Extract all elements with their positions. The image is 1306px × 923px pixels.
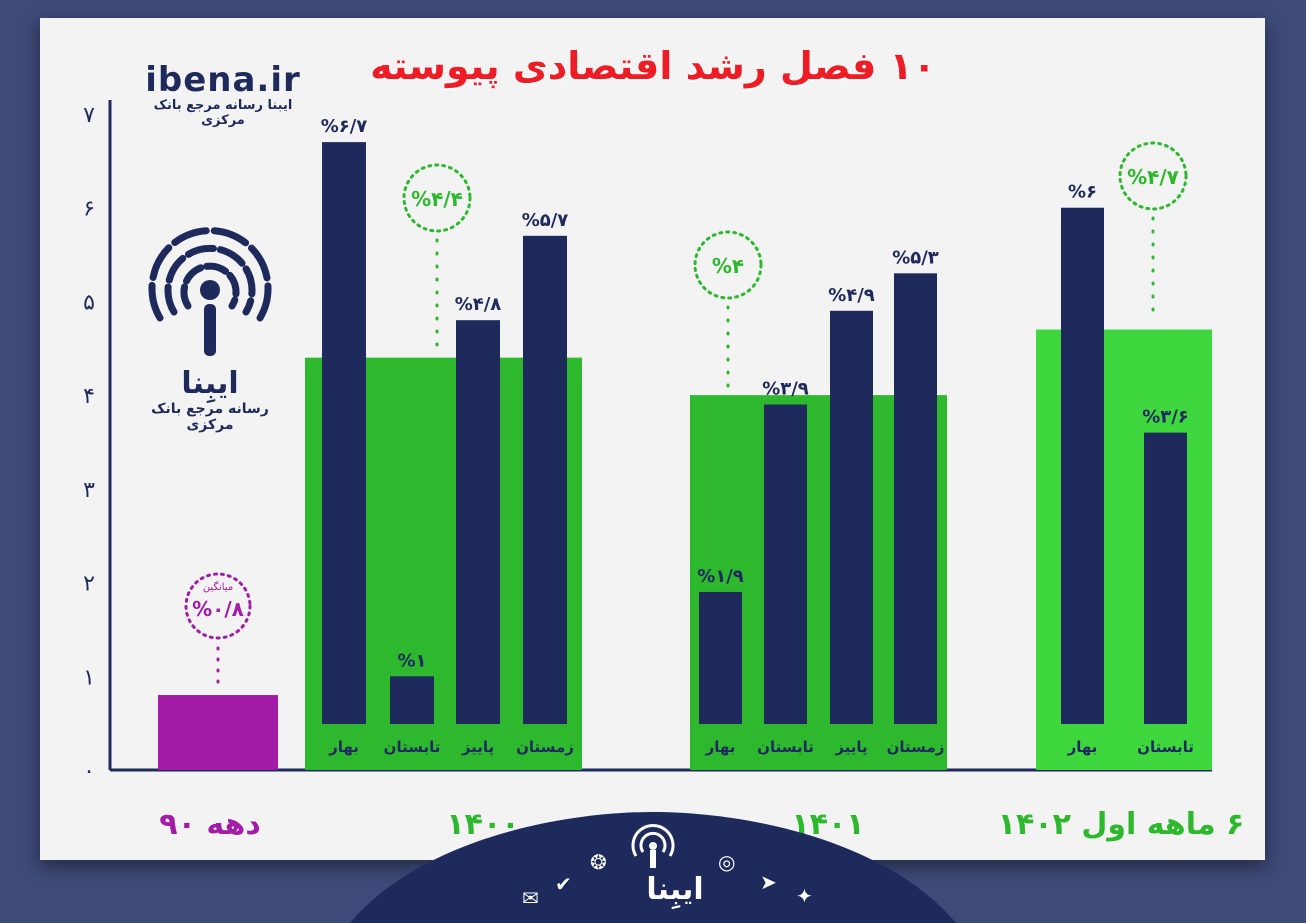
average-circle (184, 572, 252, 640)
group-label: ۶ ماهه اول ۱۴۰۲ (998, 807, 1245, 842)
bar-season-label: تابستان (1137, 738, 1194, 756)
brand-site: ibena.ir (145, 60, 301, 100)
bar (1061, 207, 1104, 724)
bar (764, 404, 807, 724)
average-label: %۴/۷ (1127, 165, 1179, 189)
y-tick-label: ۱ (83, 665, 95, 690)
average-label: %۴ (712, 254, 744, 278)
bar (830, 310, 873, 724)
broadcast-logo-icon (148, 227, 272, 356)
average-circle (693, 230, 763, 300)
y-tick-label: ۷ (83, 103, 95, 128)
group-label: دهه ۹۰ (159, 807, 260, 842)
instagram-icon[interactable]: ◎ (718, 850, 736, 874)
verified-icon[interactable]: ✔ (555, 872, 572, 896)
bar-value-label: %۴/۸ (455, 294, 502, 315)
average-label: %۴/۴ (411, 187, 463, 211)
average-circle (402, 163, 472, 233)
bar-season-label: بهار (1067, 738, 1098, 756)
logo-name: ایبِنا (181, 366, 239, 401)
email-icon[interactable]: ✉ (522, 886, 539, 910)
footer-brand-name: ایبِنا (646, 872, 704, 907)
average-caption: میانگین (203, 581, 233, 593)
bar (322, 142, 366, 725)
ibena-logo-icon (631, 824, 675, 868)
average-bar-0 (158, 695, 278, 770)
bar-value-label: %۳/۹ (762, 379, 809, 400)
bar-value-label: %۱ (397, 650, 426, 671)
chart-title: ۱۰ فصل رشد اقتصادی پیوسته (370, 44, 936, 88)
bar-season-label: بهار (705, 738, 736, 756)
y-tick-label: ۳ (83, 478, 95, 503)
bar (390, 676, 434, 724)
bar-season-label: تابستان (384, 738, 441, 756)
brand-block: ibena.ir ایبنا رسانه مرجع بانک مرکزی (133, 60, 313, 128)
logo-tagline: رسانه مرجع بانک مرکزی (151, 401, 269, 433)
bar-season-label: پاییز (834, 738, 867, 757)
y-tick-label: ۴ (83, 384, 95, 409)
ibena-logo: ایبِنا رسانه مرجع بانک مرکزی (140, 218, 280, 433)
y-tick-label: ۶ (83, 197, 95, 222)
bar-value-label: %۵/۷ (522, 210, 569, 231)
bar (894, 273, 937, 724)
bar (1144, 432, 1187, 724)
bar-season-label: تابستان (757, 738, 814, 756)
y-tick-label: ۰ (83, 759, 95, 784)
average-label: %۰/۸ (192, 597, 244, 621)
y-tick-label: ۵ (83, 290, 95, 315)
telegram-icon[interactable]: ➤ (760, 870, 777, 894)
bar-value-label: %۵/۳ (892, 247, 939, 268)
bar-value-label: %۴/۹ (828, 285, 875, 306)
bar-season-label: زمستان (887, 738, 945, 756)
twitter-icon[interactable]: ✦ (796, 884, 813, 908)
bar-season-label: پاییز (461, 738, 494, 757)
average-circle (1118, 141, 1188, 211)
y-tick-label: ۲ (83, 572, 95, 597)
brand-tagline: ایبنا رسانه مرجع بانک مرکزی (153, 98, 293, 128)
bar (456, 320, 500, 724)
bar-value-label: %۶/۷ (321, 116, 368, 137)
bar-value-label: %۱/۹ (697, 566, 744, 587)
bar-season-label: بهار (328, 738, 359, 756)
bar (523, 235, 567, 725)
bar-value-label: %۳/۶ (1142, 407, 1189, 428)
bar-season-label: زمستان (516, 738, 574, 756)
bar-value-label: %۶ (1068, 182, 1097, 203)
bar (699, 591, 742, 724)
aparat-icon[interactable]: ❂ (590, 850, 607, 874)
